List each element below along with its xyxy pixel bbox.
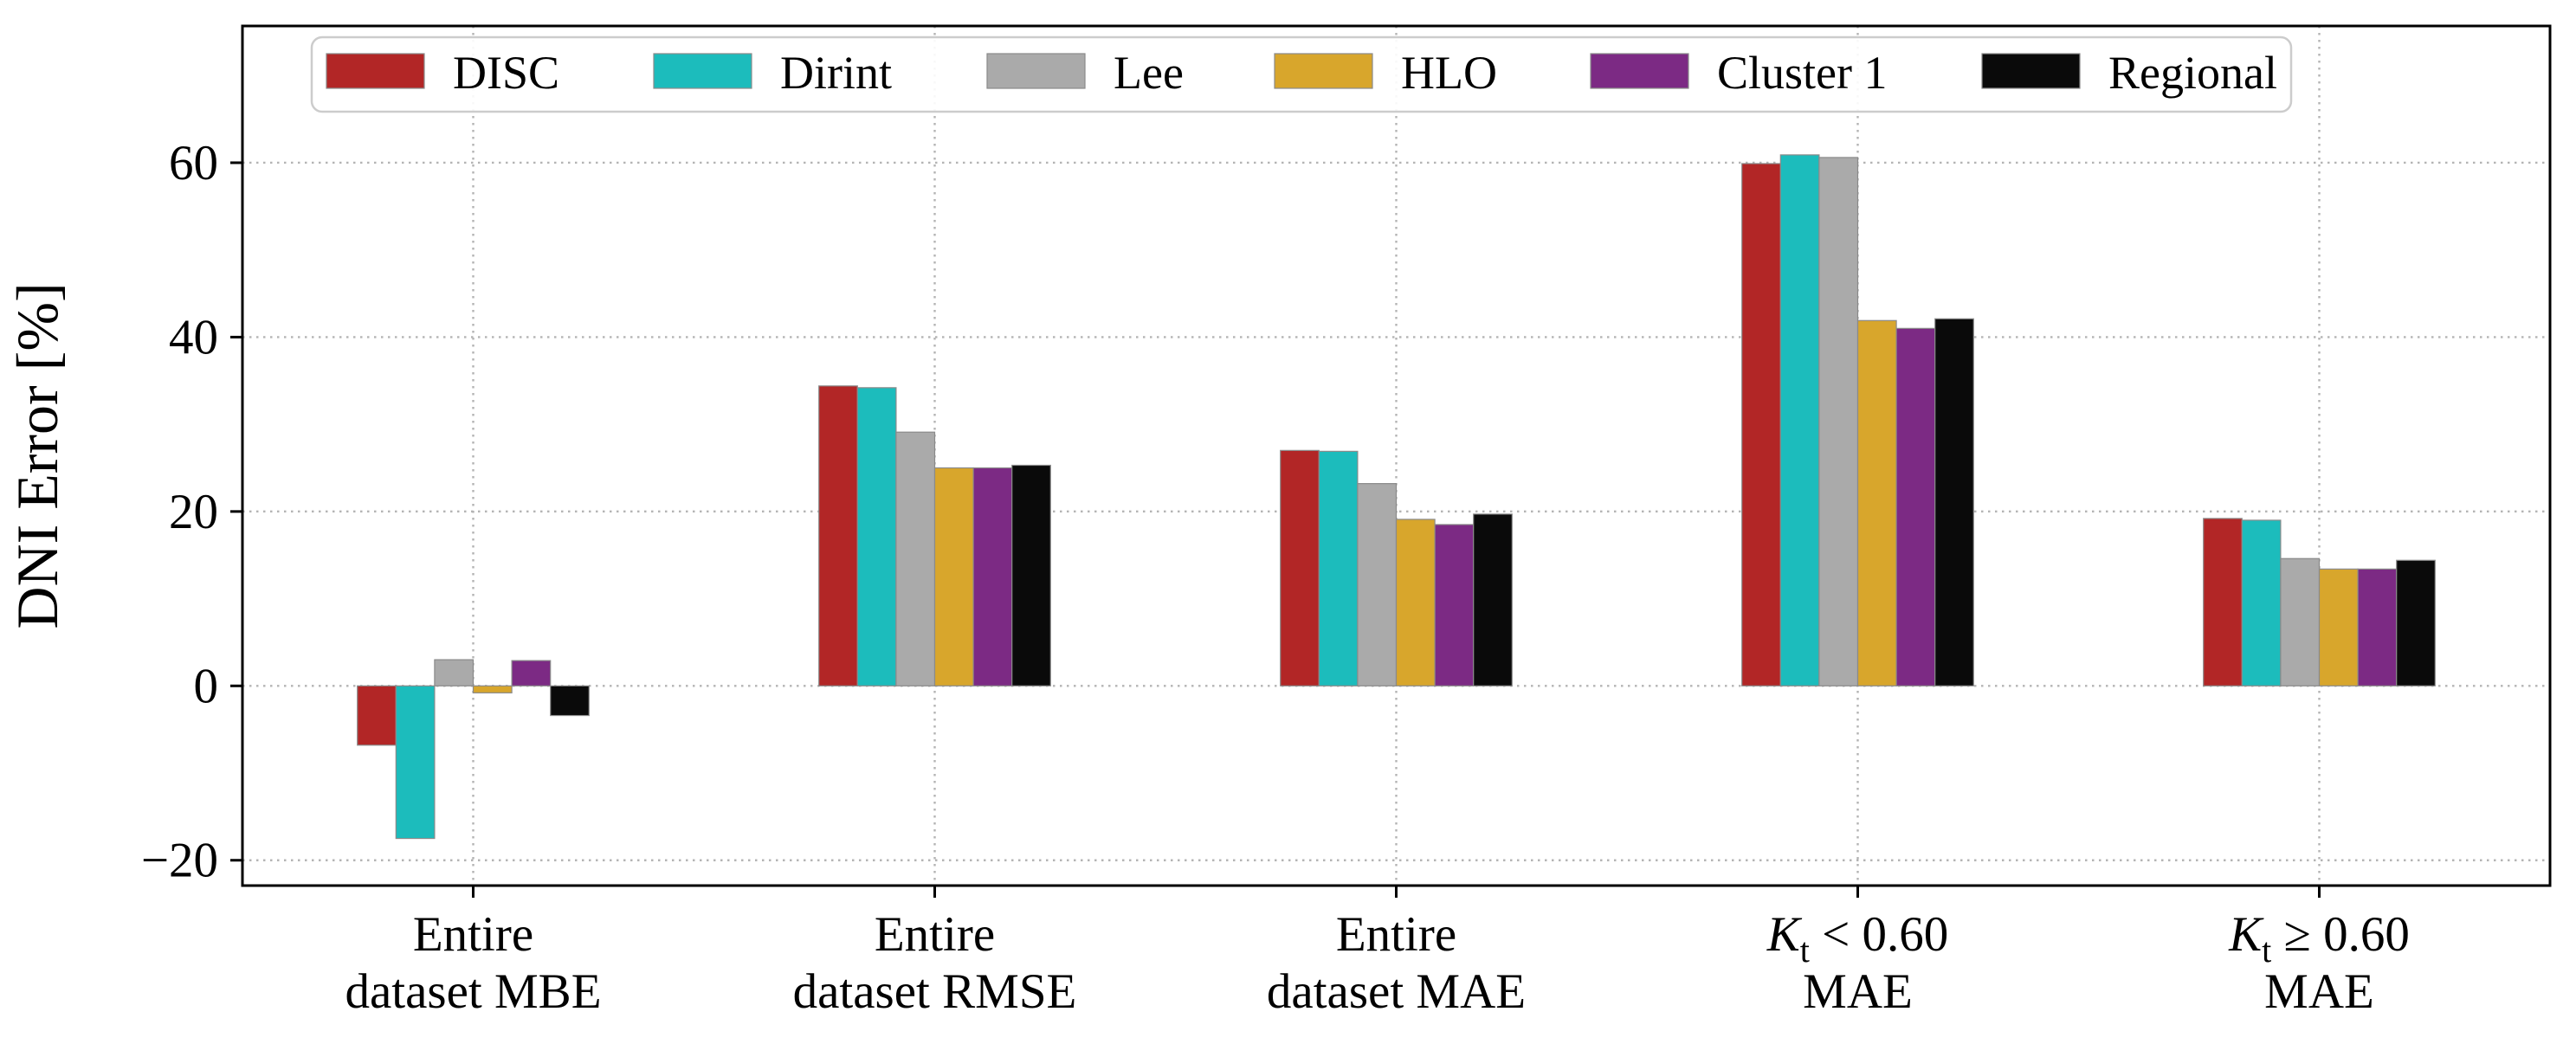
bar-dirint <box>395 685 436 840</box>
bar-disc <box>1741 163 1781 686</box>
bar-disc <box>818 385 858 686</box>
bar-disc <box>357 685 397 746</box>
bar-hlo <box>472 685 513 693</box>
legend-label-hlo: HLO <box>1401 47 1497 99</box>
legend-label-disc: DISC <box>453 47 559 99</box>
bar-disc <box>1280 449 1320 686</box>
legend-label-dirint: Dirint <box>780 47 892 99</box>
bar-hlo <box>2318 568 2359 686</box>
bar-cluster-1 <box>972 467 1013 686</box>
bar-regional <box>550 685 590 717</box>
bar-lee <box>1818 157 1859 686</box>
legend-swatch-hlo <box>1274 53 1373 89</box>
bar-cluster-1 <box>1895 327 1936 686</box>
y-tick-label: 0 <box>194 659 219 713</box>
bar-disc <box>2203 518 2243 686</box>
y-tick-label: 60 <box>169 136 218 190</box>
x-tick-label: dataset MAE <box>1267 964 1526 1019</box>
x-tick-label: MAE <box>1803 964 1913 1019</box>
y-tick-label: −20 <box>141 834 218 888</box>
y-axis-label: DNI Error [%] <box>4 282 70 628</box>
legend-label-lee: Lee <box>1114 47 1184 99</box>
bar-regional <box>1011 464 1051 686</box>
bar-lee <box>434 659 475 686</box>
x-tick-label: MAE <box>2264 964 2374 1019</box>
bar-cluster-1 <box>511 660 552 686</box>
bar-hlo <box>1856 319 1897 686</box>
x-tick-label: dataset RMSE <box>793 964 1077 1019</box>
bar-regional <box>1473 513 1513 686</box>
legend-swatch-regional <box>1981 53 2081 89</box>
legend-swatch-disc <box>326 53 425 89</box>
bar-dirint <box>2241 519 2282 686</box>
bar-lee <box>2280 557 2321 686</box>
bar-regional <box>2396 559 2436 686</box>
bar-hlo <box>1395 519 1436 686</box>
y-tick-label: 40 <box>169 310 218 364</box>
x-tick-label: Kt ≥ 0.60 <box>2228 907 2410 970</box>
bar-lee <box>895 431 936 686</box>
legend-label-cluster-1: Cluster 1 <box>1717 47 1888 99</box>
legend-swatch-dirint <box>653 53 752 89</box>
legend-label-regional: Regional <box>2108 47 2277 99</box>
legend-swatch-lee <box>986 53 1086 89</box>
x-tick-label: Entire <box>875 907 995 962</box>
bar-cluster-1 <box>2357 568 2398 686</box>
bar-hlo <box>933 467 974 686</box>
x-tick-label: Entire <box>1336 907 1456 962</box>
x-tick-label: Entire <box>413 907 533 962</box>
bar-dirint <box>1779 154 1820 686</box>
bar-dirint <box>1318 450 1359 686</box>
bar-lee <box>1357 483 1398 686</box>
y-tick-label: 20 <box>169 485 218 539</box>
x-tick-label: dataset MBE <box>345 964 601 1019</box>
bar-cluster-1 <box>1434 524 1475 686</box>
legend-swatch-cluster-1 <box>1590 53 1689 89</box>
x-tick-label: Kt < 0.60 <box>1766 907 1949 970</box>
bar-regional <box>1934 318 1974 686</box>
bar-dirint <box>856 387 897 686</box>
